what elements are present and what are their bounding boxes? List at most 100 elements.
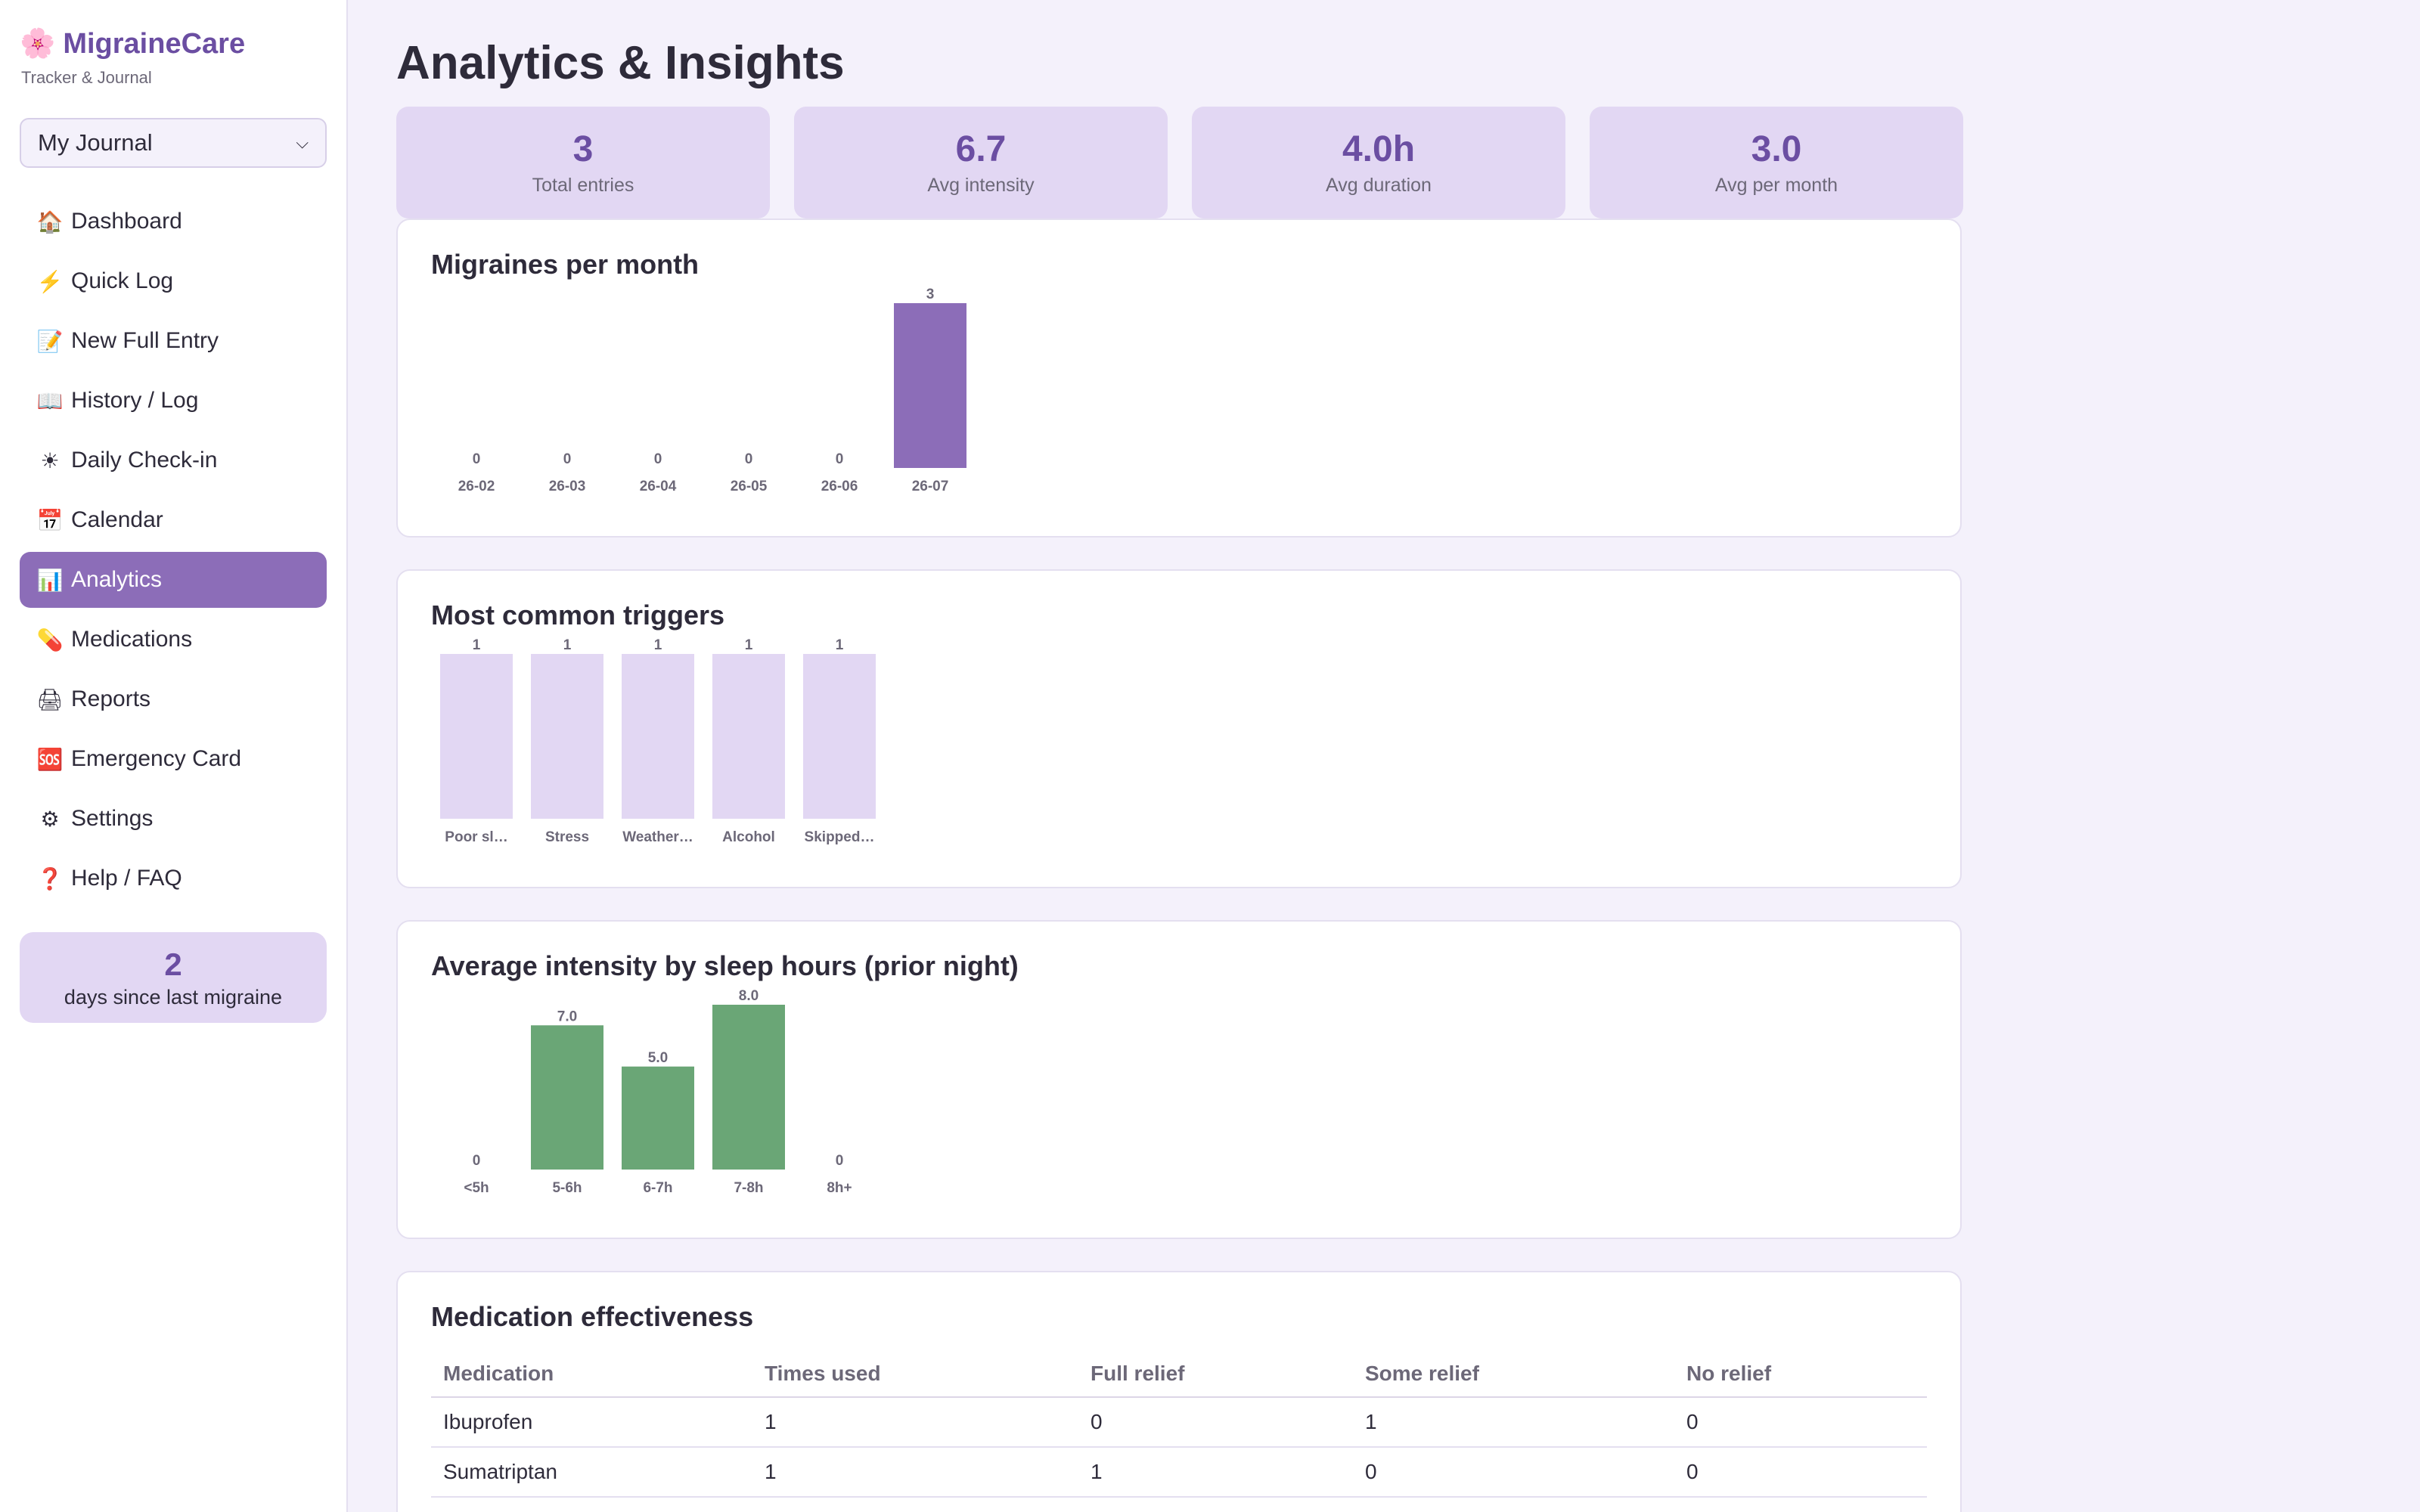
- sidebar-item-dashboard[interactable]: 🏠 Dashboard: [20, 194, 327, 249]
- sleep-chart-svg: 0 <5h 7.0 5-6h 5.0 6-7h 8.0 7-8h 0 8h+: [464, 990, 852, 1196]
- flower-icon: 🌸: [20, 28, 56, 60]
- sleep-bar: [712, 1005, 785, 1170]
- app-name: MigraineCare: [63, 27, 246, 60]
- streak-value: 2: [164, 946, 182, 982]
- trigger-bar: [531, 654, 603, 819]
- calendar-icon: 📅: [36, 508, 64, 532]
- medication-table: Medication Times used Full relief Some r…: [431, 1351, 1927, 1498]
- table-row: Sumatriptan 1 1 0 0: [431, 1447, 1927, 1498]
- table-cell: 0: [1674, 1397, 1927, 1448]
- home-icon: 🏠: [36, 209, 64, 234]
- sidebar-item-medications[interactable]: 💊 Medications: [20, 612, 327, 668]
- brand[interactable]: 🌸 MigraineCare: [20, 27, 327, 60]
- sidebar-item-quick-log[interactable]: ⚡ Quick Log: [20, 253, 327, 309]
- sleep-chart: 0 <5h 7.0 5-6h 5.0 6-7h 8.0 7-8h 0 8h+: [431, 990, 1927, 1209]
- lightning-icon: ⚡: [36, 269, 64, 293]
- column-header: Times used: [752, 1351, 1078, 1398]
- card-title: Medication effectiveness: [431, 1301, 754, 1332]
- app-tagline: Tracker & Journal: [21, 68, 152, 87]
- x-tick-label: 8h+: [827, 1180, 852, 1196]
- x-tick-label: 26-06: [821, 479, 858, 494]
- stat-label: Avg intensity: [927, 175, 1035, 196]
- bar-value-label: 1: [473, 639, 481, 653]
- table-cell: Sumatriptan: [431, 1447, 752, 1498]
- bar-value-label: 0: [473, 1153, 481, 1169]
- trigger-bar: [440, 654, 513, 819]
- sidebar-item-settings[interactable]: ⚙ Settings: [20, 791, 327, 847]
- x-tick-label: 26-07: [912, 479, 949, 494]
- chart-icon: 📊: [36, 568, 64, 592]
- trigger-bar: [712, 654, 785, 819]
- sidebar-nav: 🏠 Dashboard ⚡ Quick Log 📝 New Full Entry 📖 Hist…: [20, 194, 327, 906]
- bar-value-label: 0: [836, 451, 844, 467]
- stat-label: Avg per month: [1714, 175, 1838, 196]
- stat-value: 3.0: [1751, 129, 1802, 169]
- book-icon: 📖: [36, 389, 64, 413]
- bar-value-label: 1: [836, 639, 844, 653]
- question-icon: ❓: [36, 866, 64, 891]
- sidebar-item-new-full-entry[interactable]: 📝 New Full Entry: [20, 313, 327, 369]
- page-title: Analytics & Insights: [396, 37, 845, 89]
- printer-icon: 🖨: [36, 687, 64, 711]
- trigger-bar: [803, 654, 876, 819]
- stat-avg-duration: 4.0h Avg duration: [1192, 107, 1565, 218]
- bar-value-label: 5.0: [648, 1050, 668, 1066]
- sidebar-item-reports[interactable]: 🖨 Reports: [20, 671, 327, 727]
- sidebar-item-label: Quick Log: [71, 268, 174, 293]
- stat-value: 4.0h: [1342, 129, 1416, 169]
- streak-card: 2 days since last migraine: [20, 932, 327, 1023]
- main-content: Analytics & Insights 3 Total entries 6.7…: [348, 0, 2420, 1512]
- journal-select-value: My Journal: [38, 129, 153, 156]
- sleep-bar: [622, 1066, 694, 1170]
- table-cell: 0: [1078, 1397, 1353, 1448]
- bar-value-label: 1: [654, 639, 662, 653]
- stat-label: Avg duration: [1326, 175, 1432, 196]
- monthly-chart-svg: 0 26-02 0 26-03 0 26-04 0 26-05 0 26-06 3 26-07: [458, 288, 966, 494]
- table-cell: Ibuprofen: [431, 1397, 752, 1448]
- sidebar-item-label: Reports: [71, 686, 151, 711]
- medication-card: Medication effectiveness Medication Time…: [396, 1271, 1962, 1512]
- x-tick-label: 26-03: [549, 479, 586, 494]
- x-tick-label: 26-05: [731, 479, 768, 494]
- monthly-chart: 0 26-02 0 26-03 0 26-04 0 26-05 0 26-06 3 26-07: [431, 288, 1927, 507]
- trigger-bar: [622, 654, 694, 819]
- sidebar: 🌸 MigraineCare Tracker & Journal My Jour…: [0, 0, 348, 1512]
- sidebar-item-help-faq[interactable]: ❓ Help / FAQ: [20, 850, 327, 906]
- sidebar-item-calendar[interactable]: 📅 Calendar: [20, 492, 327, 548]
- sidebar-item-analytics[interactable]: 📊 Analytics: [20, 552, 327, 608]
- gear-icon: ⚙: [40, 807, 60, 831]
- stat-value: 6.7: [955, 129, 1007, 169]
- bar-value-label: 8.0: [739, 990, 759, 1004]
- x-tick-label: 26-02: [458, 479, 495, 494]
- sidebar-item-label: Emergency Card: [71, 746, 242, 771]
- column-header: Medication: [431, 1351, 752, 1398]
- table-cell: 1: [1078, 1447, 1353, 1498]
- x-tick-label: Stress: [545, 829, 589, 845]
- sidebar-item-label: History / Log: [71, 388, 199, 413]
- table-header-row: Medication Times used Full relief Some r…: [431, 1351, 1927, 1398]
- sleep-bar: [531, 1025, 603, 1170]
- table-cell: 1: [1353, 1397, 1674, 1448]
- triggers-chart-card: Most common triggers 1 Poor sl… 1 Stress 1 We…: [396, 569, 1962, 888]
- card-title: Migraines per month: [431, 249, 700, 280]
- column-header: Full relief: [1078, 1351, 1353, 1398]
- column-header: No relief: [1674, 1351, 1927, 1398]
- bar-value-label: 0: [473, 451, 481, 467]
- sidebar-item-daily-check-in[interactable]: ☀ Daily Check-in: [20, 432, 327, 488]
- table-cell: 0: [1353, 1447, 1674, 1498]
- sleep-chart-card: Average intensity by sleep hours (prior …: [396, 920, 1962, 1239]
- x-tick-label: Alcohol: [722, 829, 775, 845]
- x-tick-label: 7-8h: [734, 1180, 763, 1196]
- triggers-chart-svg: 1 Poor sl… 1 Stress 1 Weather… 1 Alcohol 1 Skippe…: [440, 639, 876, 845]
- stat-value: 3: [572, 129, 594, 169]
- stats-row: 3 Total entries 6.7 Avg intensity 4.0h A…: [396, 107, 2372, 218]
- sidebar-item-history-log[interactable]: 📖 History / Log: [20, 373, 327, 429]
- card-title: Most common triggers: [431, 600, 725, 631]
- bar-value-label: 0: [745, 451, 753, 467]
- bar-value-label: 1: [745, 639, 753, 653]
- x-tick-label: Skipped…: [805, 829, 875, 845]
- journal-select[interactable]: My Journal ⌵: [20, 118, 327, 168]
- sidebar-item-emergency-card[interactable]: 🆘 Emergency Card: [20, 731, 327, 787]
- sidebar-item-label: Help / FAQ: [71, 866, 182, 891]
